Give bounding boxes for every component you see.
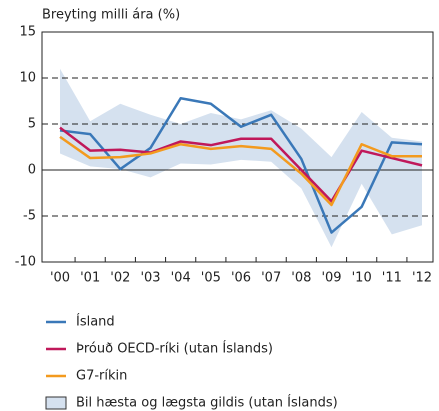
x-tick-label: '09 <box>321 271 341 286</box>
x-tick-label: '07 <box>261 271 281 286</box>
legend-label: Ísland <box>76 314 115 330</box>
legend-label: Þróuð OECD-ríki (utan Íslands) <box>76 341 273 357</box>
plot-frame <box>41 31 434 263</box>
y-axis-label: Breyting milli ára (%) <box>42 8 180 23</box>
x-tick-label: '03 <box>140 271 160 286</box>
y-tick-label: 5 <box>28 117 36 132</box>
y-tick-label: -5 <box>23 209 36 224</box>
x-tick-label: '10 <box>352 271 372 286</box>
y-tick-label: 15 <box>19 25 36 40</box>
x-tick-label: '08 <box>291 271 311 286</box>
x-tick-label: '01 <box>80 271 100 286</box>
x-tick-label: '12 <box>412 271 432 286</box>
x-tick-label: '11 <box>382 271 402 286</box>
series-line <box>59 135 422 207</box>
x-tick-label: '04 <box>171 271 191 286</box>
x-tick-label: '02 <box>110 271 130 286</box>
legend-swatch <box>45 396 67 410</box>
x-tick-label: '06 <box>231 271 251 286</box>
series-line <box>59 126 423 203</box>
y-tick-label: -10 <box>15 255 36 270</box>
x-tick-label: '05 <box>201 271 221 286</box>
y-tick-label: 10 <box>19 71 36 86</box>
series-line <box>59 96 423 234</box>
x-tick-label: '00 <box>50 271 70 286</box>
legend-label: Bil hæsta og lægsta gildis (utan Íslands… <box>76 395 338 411</box>
legend-label: G7-ríkin <box>76 369 127 384</box>
y-tick-label: 0 <box>28 163 36 178</box>
